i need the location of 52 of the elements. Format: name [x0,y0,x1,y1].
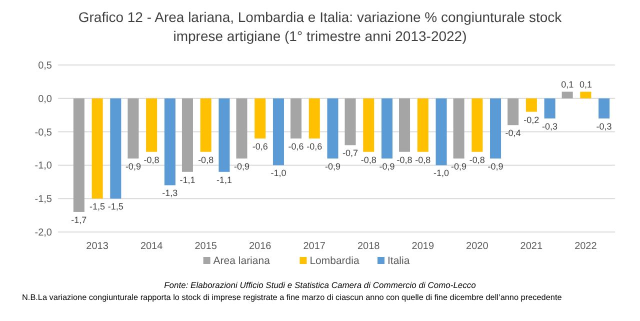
data-label: -0,8 [396,154,412,165]
data-label: -0,3 [542,121,558,132]
x-tick-label: 2021 [520,241,543,252]
data-label: -0,8 [469,154,485,165]
data-label: -0,6 [252,141,268,152]
source-note: Fonte: Elaborazioni Ufficio Studi e Statistica Camera di Commercio di Como-Lecco [164,280,476,290]
x-tick-label: 2017 [303,241,326,252]
data-label: 0,1 [561,80,574,90]
data-label: -0,2 [524,114,540,125]
data-label: -1,5 [108,202,124,212]
data-label: -0,9 [488,162,504,172]
data-label: -0,6 [306,141,322,152]
chart-title: Grafico 12 - Area lariana, Lombardia e Italia: variazione % congiunturale stock imprese artigiane (1° trimestre anni 2013-2022) [78,9,563,44]
x-tick-label: 2015 [194,241,218,252]
legend-label: Lombardia [310,255,360,267]
text: N.B.La variazione congiunturale rapporta lo stock di imprese registrate a fine marzo di ciascun anno con quelle di fine dicembre dell’anno precedente [22,293,562,302]
y-tick-label: -1,0 [34,160,52,172]
data-label: -0,8 [144,154,160,165]
data-label: -0,9 [324,162,340,172]
data-label: -1,1 [216,174,232,185]
x-tick-label: 2022 [574,241,598,252]
data-label: -0,8 [415,154,431,165]
x-tick-label: 2014 [140,241,164,252]
data-label: -1,1 [180,174,196,185]
data-label: -1,0 [434,168,450,178]
legend-label: Area lariana [213,255,270,267]
data-label: -1,7 [71,214,87,225]
data-label: -0,9 [451,162,467,172]
y-tick-label: 0,0 [38,94,52,105]
data-label: -1,3 [162,188,178,198]
data-label: -0,9 [125,162,141,172]
legend-label: Italia [388,255,410,267]
x-tick-label: 2018 [358,241,380,252]
y-tick-label: -1,5 [34,194,52,206]
x-tick-label: 2020 [466,241,489,252]
data-label: -1,5 [90,202,106,212]
data-label: -0,9 [234,162,250,172]
data-label: -1,0 [270,168,286,178]
y-tick-label: 0,5 [38,60,52,72]
data-label: -0,7 [342,148,358,158]
data-label: 0,1 [579,80,592,90]
x-tick-label: 2016 [248,241,272,252]
data-label: -0,9 [379,162,395,172]
x-tick-label: 2013 [86,241,109,252]
data-label: -0,4 [505,128,521,138]
y-tick-label: -2,0 [34,228,52,238]
data-label: -0,8 [360,154,376,165]
data-label: -0,3 [596,121,612,132]
data-label: -0,8 [198,154,214,165]
y-tick-label: -0,5 [34,127,52,138]
data-label: -0,6 [288,141,304,152]
x-tick-label: 2019 [412,241,434,252]
